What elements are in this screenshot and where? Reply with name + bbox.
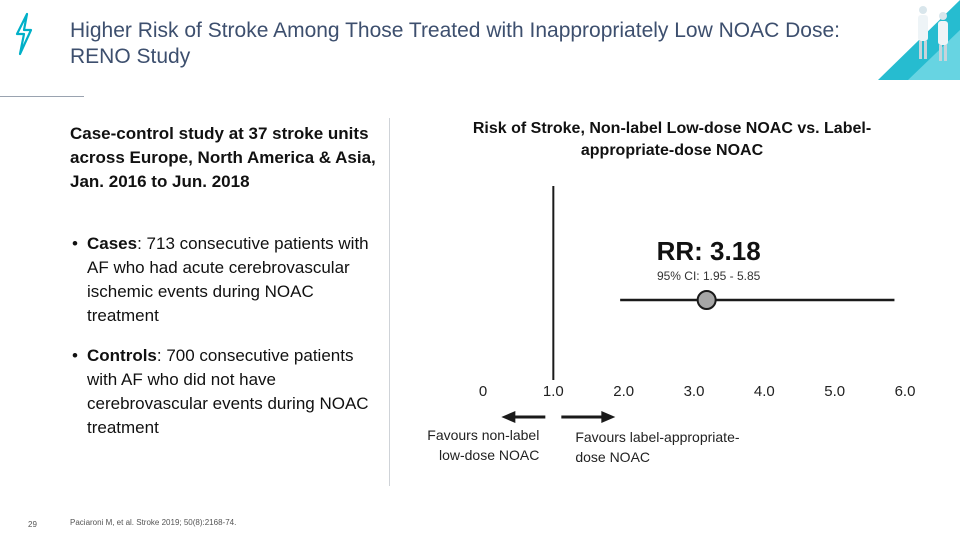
x-tick-label-1: 1.0 bbox=[543, 383, 564, 400]
x-tick-label-6: 6.0 bbox=[895, 383, 916, 400]
favours-left-label-1: low-dose NOAC bbox=[439, 447, 539, 463]
forest-plot: 0 1.0 2.0 3.0 4.0 5.0 6.0 RR: 3.18 95% CI: 1.95 … bbox=[427, 186, 916, 465]
x-tick-label-5: 5.0 bbox=[824, 383, 845, 400]
bullet-controls-term: Controls bbox=[87, 346, 157, 365]
source-citation: Paciaroni M, et al. Stroke 2019; 50(8):2… bbox=[70, 518, 237, 527]
chart-title: Risk of Stroke, Non-label Low-dose NOAC … bbox=[472, 120, 872, 159]
title-underline bbox=[0, 96, 84, 97]
bullet-cases-term: Cases bbox=[87, 234, 138, 253]
x-tick-label-3: 3.0 bbox=[684, 383, 705, 400]
study-bullets: Cases: 713 consecutive patients with AF … bbox=[70, 232, 380, 456]
estimate-label: RR: 3.18 bbox=[657, 236, 761, 266]
bullet-controls-text: : 700 consecutive patients with AF who d… bbox=[87, 346, 369, 437]
x-tick-label-4: 4.0 bbox=[754, 383, 775, 400]
bullet-controls: Controls: 700 consecutive patients with … bbox=[70, 344, 380, 440]
bullet-cases: Cases: 713 consecutive patients with AF … bbox=[70, 232, 380, 328]
favours-left-arrowhead bbox=[501, 411, 516, 423]
favours-left-label-0: Favours non-label bbox=[427, 427, 539, 443]
teal-lightning-bolt-icon bbox=[15, 12, 33, 56]
ci-label: 95% CI: 1.95 - 5.85 bbox=[657, 269, 761, 283]
favours-right-arrowhead bbox=[601, 411, 616, 423]
x-tick-label-0: 0 bbox=[479, 383, 487, 400]
favours-right-label-1: dose NOAC bbox=[575, 449, 650, 465]
page-number: 29 bbox=[28, 520, 37, 529]
column-divider bbox=[389, 118, 390, 486]
slide-title: Higher Risk of Stroke Among Those Treate… bbox=[70, 19, 840, 68]
x-tick-label-2: 2.0 bbox=[613, 383, 634, 400]
bullet-cases-text: : 713 consecutive patients with AF who h… bbox=[87, 234, 369, 325]
point-estimate-marker bbox=[696, 290, 717, 310]
doctors-illustration-icon bbox=[878, 0, 960, 80]
favours-right-label-0: Favours label-appropriate- bbox=[575, 429, 740, 445]
study-description: Case-control study at 37 stroke units ac… bbox=[70, 124, 376, 191]
